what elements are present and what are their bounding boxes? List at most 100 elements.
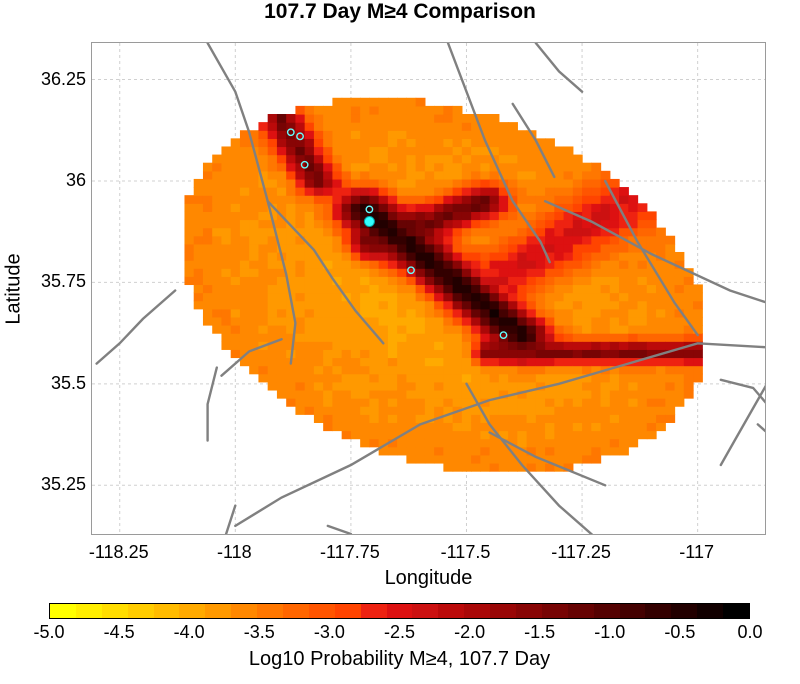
colorbar-swatch	[153, 604, 180, 618]
heatmap-cell	[369, 170, 380, 180]
heatmap-cell	[665, 235, 676, 245]
map-plot-area[interactable]	[91, 42, 766, 535]
heatmap-cell	[600, 406, 611, 415]
heatmap-cell	[452, 268, 463, 277]
heatmap-cell	[646, 422, 657, 432]
heatmap-cell	[563, 251, 574, 261]
heatmap-cell	[397, 235, 407, 245]
heatmap-cell	[526, 357, 537, 367]
heatmap-cell	[387, 398, 398, 407]
heatmap-cell	[489, 462, 500, 472]
heatmap-cell	[480, 325, 491, 334]
heatmap-cell	[646, 235, 657, 245]
heatmap-cell	[498, 398, 509, 407]
heatmap-cell	[304, 195, 315, 204]
heatmap-cell	[517, 341, 528, 350]
heatmap-cell	[350, 97, 361, 107]
heatmap-cell	[184, 211, 195, 221]
heatmap-cell	[267, 381, 278, 391]
heatmap-cell	[461, 138, 472, 148]
heatmap-cell	[249, 292, 260, 302]
heatmap-cell	[276, 365, 287, 375]
heatmap-cell	[628, 203, 639, 212]
heatmap-cell	[332, 349, 343, 359]
heatmap-cell	[415, 146, 426, 156]
heatmap-cell	[239, 162, 250, 172]
heatmap-cell	[350, 122, 361, 131]
heatmap-cell	[563, 438, 574, 448]
heatmap-cell	[286, 170, 297, 180]
y-tick-label: 35.75	[40, 271, 86, 292]
heatmap-cell	[434, 170, 444, 180]
heatmap-cell	[397, 130, 407, 139]
heatmap-cell	[295, 365, 306, 375]
heatmap-cell	[323, 414, 334, 423]
heatmap-cell	[332, 357, 343, 367]
heatmap-cell	[415, 300, 426, 310]
heatmap-cell	[221, 341, 232, 350]
heatmap-cell	[304, 316, 315, 326]
heatmap-cell	[406, 341, 417, 350]
heatmap-cell	[332, 203, 343, 212]
heatmap-cell	[350, 357, 361, 367]
heatmap-cell	[545, 284, 555, 294]
heatmap-cell	[360, 365, 370, 375]
heatmap-cell	[582, 446, 592, 456]
heatmap-cell	[406, 454, 417, 464]
heatmap-cell	[239, 146, 250, 156]
heatmap-cell	[517, 389, 528, 399]
heatmap-cell	[350, 203, 361, 212]
heatmap-cell	[415, 406, 426, 415]
heatmap-cell	[267, 170, 278, 180]
heatmap-cell	[332, 146, 343, 156]
heatmap-cell	[489, 381, 500, 391]
heatmap-cell	[489, 211, 500, 221]
heatmap-cell	[239, 357, 250, 367]
heatmap-cell	[480, 308, 491, 318]
heatmap-cell	[313, 170, 324, 180]
heatmap-cell	[360, 203, 370, 212]
heatmap-cell	[637, 398, 648, 407]
heatmap-cell	[545, 446, 555, 456]
heatmap-cell	[378, 276, 389, 286]
heatmap-cell	[369, 276, 380, 286]
heatmap-cell	[600, 430, 611, 440]
heatmap-cell	[415, 243, 426, 253]
heatmap-cell	[239, 203, 250, 212]
heatmap-cell	[258, 203, 269, 212]
heatmap-cell	[563, 227, 574, 237]
heatmap-cell	[572, 260, 583, 269]
heatmap-cell	[202, 260, 213, 269]
heatmap-cell	[591, 243, 602, 253]
heatmap-cell	[369, 284, 380, 294]
heatmap-cell	[360, 325, 370, 334]
heatmap-cell	[387, 138, 398, 148]
heatmap-cell	[406, 219, 417, 229]
heatmap-cell	[498, 462, 509, 472]
heatmap-cell	[313, 130, 324, 139]
heatmap-cell	[313, 146, 324, 156]
heatmap-cell	[239, 260, 250, 269]
heatmap-cell	[619, 195, 629, 204]
heatmap-cell	[424, 438, 435, 448]
heatmap-cell	[443, 454, 454, 464]
heatmap-cell	[387, 308, 398, 318]
heatmap-cell	[443, 260, 454, 269]
heatmap-cell	[230, 187, 241, 196]
heatmap-cell	[202, 292, 213, 302]
heatmap-cell	[221, 284, 232, 294]
heatmap-cell	[489, 114, 500, 123]
heatmap-cell	[572, 154, 583, 164]
heatmap-cell	[637, 211, 648, 221]
heatmap-cell	[683, 381, 694, 391]
heatmap-cell	[480, 243, 491, 253]
heatmap-cell	[378, 341, 389, 350]
heatmap-cell	[239, 211, 250, 221]
heatmap-cell	[471, 292, 481, 302]
heatmap-cell	[526, 154, 537, 164]
heatmap-cell	[360, 414, 370, 423]
heatmap-cell	[517, 203, 528, 212]
heatmap-cell	[471, 146, 481, 156]
heatmap-cell	[276, 162, 287, 172]
heatmap-cell	[508, 211, 518, 221]
